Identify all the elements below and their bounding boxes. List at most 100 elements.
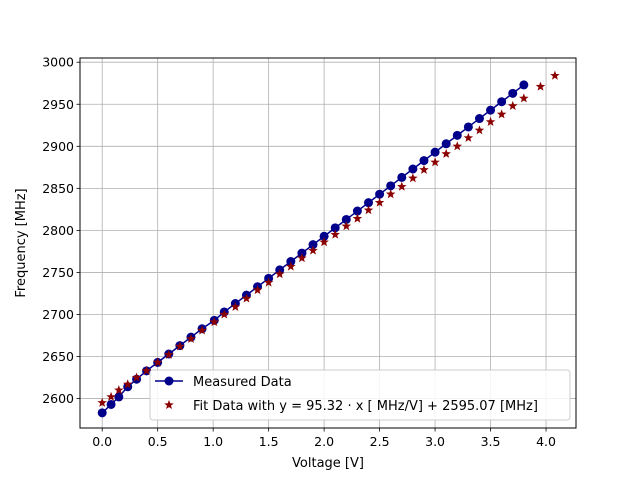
fit-data-point [219, 309, 230, 319]
fit-data-point [441, 148, 451, 158]
measured-data-point [474, 114, 484, 124]
measured-data-point [352, 206, 362, 216]
x-tick-label: 2.0 [314, 434, 334, 449]
measured-data-point [97, 408, 107, 418]
y-axis-label: Frequency [MHz] [14, 188, 29, 297]
measured-data-point [319, 231, 329, 241]
fit-data-point [97, 397, 107, 407]
legend-frame [149, 369, 571, 421]
fit-data-point [106, 391, 116, 401]
legend-measured-label: Measured Data [193, 375, 292, 390]
fit-data-point [122, 379, 133, 389]
legend: Measured Data Fit Data with y = 95.32 · … [149, 369, 571, 421]
fit-data-point [209, 317, 220, 327]
fit-data-point [274, 269, 285, 279]
measured-data-point [330, 223, 340, 233]
fit-data-point [374, 197, 385, 207]
fit-data-point [519, 93, 529, 103]
fit-data-point [408, 173, 418, 183]
y-tick-label: 2600 [42, 391, 74, 406]
x-tick-label: 0.0 [92, 434, 112, 449]
measured-data-point [408, 164, 418, 174]
series-layer [97, 70, 560, 418]
fit-data-point [419, 164, 429, 174]
measured-data-point [430, 147, 440, 157]
y-tick-label: 2850 [42, 181, 74, 196]
fit-data-point [330, 229, 340, 239]
measured-data-point [497, 97, 507, 107]
measured-data-point [386, 181, 396, 191]
measured-data-point [519, 80, 529, 90]
fit-data-point [474, 125, 485, 135]
x-tick-label: 0.5 [148, 434, 168, 449]
measured-data-point [286, 257, 296, 266]
fit-data-point [550, 70, 560, 80]
measured-data-line [101, 84, 525, 414]
measured-data-point [508, 88, 518, 98]
ticks: 0.0 0.5 1.0 1.5 2.0 2.5 3.0 3.5 4.0 2600 2650 2700 2… [42, 55, 556, 449]
fit-data-point [341, 221, 352, 231]
measured-data-point [463, 122, 473, 132]
x-tick-label: 3.5 [481, 434, 501, 449]
x-tick-label: 3.0 [425, 434, 445, 449]
measured-data-point [375, 189, 385, 199]
fit-data-point [114, 385, 124, 395]
fit-data-point [152, 357, 163, 367]
measured-data-point [106, 399, 116, 409]
y-tick-label: 3000 [42, 55, 74, 70]
x-tick-label: 4.0 [536, 434, 556, 449]
measured-data-point [486, 105, 496, 115]
y-tick-label: 2950 [42, 97, 74, 112]
measured-data-point [364, 198, 374, 208]
fit-data-point [363, 205, 374, 215]
fit-data-point [508, 100, 518, 110]
fit-data-point [230, 301, 241, 311]
measured-data-point [297, 248, 307, 258]
fit-data-point [485, 116, 496, 126]
measured-data-point [114, 392, 124, 402]
fit-data-point [352, 213, 363, 223]
x-tick-label: 1.5 [259, 434, 279, 449]
measured-data-point [419, 156, 429, 166]
legend-fit-marker [164, 400, 174, 410]
fit-data-point [430, 157, 440, 167]
fit-data-point [131, 372, 142, 382]
fit-data-point [297, 253, 307, 263]
fit-data-point [141, 365, 152, 375]
fit-data-point [385, 189, 396, 199]
y-tick-label: 2800 [42, 223, 74, 238]
measured-data-point [308, 240, 318, 250]
fit-data-point [535, 81, 546, 91]
x-tick-label: 2.5 [370, 434, 390, 449]
x-axis-label: Voltage [V] [292, 456, 364, 471]
fit-data-point [197, 325, 207, 335]
fit-data-point [164, 349, 174, 359]
measured-data-point [452, 130, 462, 140]
fit-data-point [252, 285, 263, 295]
fit-data-point [463, 132, 474, 142]
y-tick-label: 2900 [42, 139, 74, 154]
plot-frame [79, 57, 577, 429]
fit-data-point [175, 341, 185, 351]
measured-data-point [397, 172, 407, 182]
fit-data-point [452, 141, 463, 151]
x-tick-label: 1.0 [203, 434, 223, 449]
measured-data-point [341, 214, 351, 224]
fit-data-point [496, 109, 507, 119]
fit-data-point [308, 245, 318, 255]
fit-data-point [397, 181, 407, 191]
fit-data-point [286, 261, 296, 271]
fit-data-point [319, 237, 329, 247]
y-tick-label: 2750 [42, 265, 74, 280]
legend-fit-label: Fit Data with y = 95.32 · x [ MHz/V] + 2… [193, 399, 538, 414]
y-tick-label: 2650 [42, 349, 74, 364]
legend-measured-marker [164, 376, 174, 386]
y-tick-label: 2700 [42, 307, 74, 322]
fit-data-point [241, 293, 252, 303]
plot-area [80, 58, 576, 428]
fit-data-point [263, 277, 274, 287]
fit-data-point [186, 333, 196, 343]
measured-data-point [441, 139, 451, 149]
